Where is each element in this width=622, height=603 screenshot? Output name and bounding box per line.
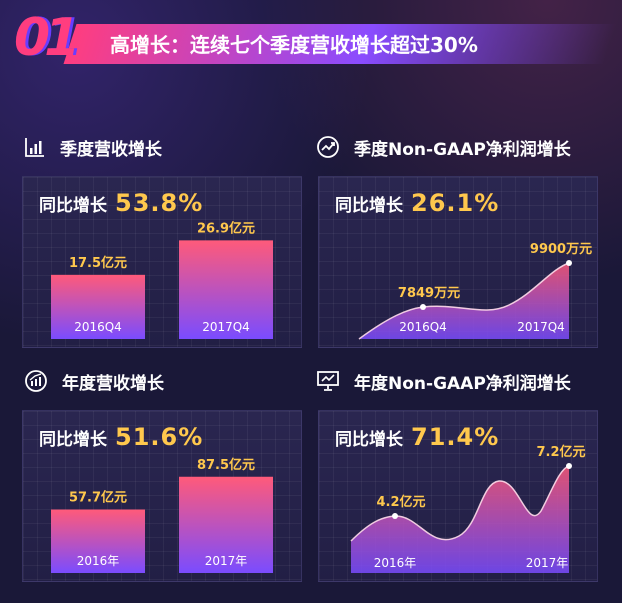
growth-label: 同比增长 <box>39 430 107 450</box>
area-series <box>351 466 569 573</box>
section-heading-quarterly-revenue: 季度营收增长 <box>24 132 162 162</box>
series-line <box>358 262 570 340</box>
growth-rate: 同比增长 71.4% <box>335 423 499 451</box>
growth-rate: 同比增长 51.6% <box>39 423 203 451</box>
banner-title: 高增长：连续七个季度营收增长超过30% <box>110 33 478 57</box>
growth-value: 26.1% <box>411 189 500 217</box>
category-label: 2017年 <box>526 556 569 570</box>
bar <box>179 240 273 339</box>
category-label: 2016年 <box>77 554 120 568</box>
data-point <box>420 304 426 310</box>
growth-value: 53.8% <box>115 189 204 217</box>
section-heading-quarterly-profit: 季度Non-GAAP净利润增长 <box>316 132 571 162</box>
growth-rate: 同比增长 53.8% <box>39 189 203 217</box>
bar-chart: 17.5亿元 2016Q4 26.9亿元 2017Q4 <box>51 220 273 339</box>
bar <box>179 476 273 573</box>
growth-label: 同比增长 <box>39 196 107 216</box>
trend-line-icon <box>317 136 339 158</box>
chart-panel-quarterly-profit: 同比增长 26.1% 7849万元 9900万元 2016Q4 2017Q4 <box>318 176 598 348</box>
chart-panel-quarterly-revenue: 同比增长 53.8% 17.5亿元 2016Q4 26.9亿元 2017Q4 <box>22 176 302 348</box>
category-label: 2016Q4 <box>74 320 122 334</box>
data-label: 7.2亿元 <box>536 444 585 460</box>
section-title: 年度营收增长 <box>62 373 164 394</box>
data-label: 26.9亿元 <box>197 220 255 236</box>
category-label: 2017年 <box>205 554 248 568</box>
data-point <box>392 513 398 519</box>
data-label: 17.5亿元 <box>69 255 127 271</box>
section-title: 年度Non-GAAP净利润增长 <box>354 373 571 394</box>
data-label: 87.5亿元 <box>197 457 255 473</box>
data-label: 57.7亿元 <box>69 490 127 506</box>
category-label: 2016年 <box>374 556 417 570</box>
header-banner: 01 高增长：连续七个季度营收增长超过30% <box>0 10 622 80</box>
section-heading-annual-revenue: 年度营收增长 <box>24 366 164 396</box>
bar-chart: 57.7亿元 2016年 87.5亿元 2017年 <box>51 457 273 573</box>
growth-label: 同比增长 <box>335 430 403 450</box>
data-point <box>566 260 572 266</box>
growth-chart-icon <box>25 370 47 392</box>
bar <box>51 274 145 339</box>
growth-rate: 同比增长 26.1% <box>335 189 499 217</box>
category-label: 2016Q4 <box>399 320 447 334</box>
area-series <box>359 263 569 339</box>
data-label: 9900万元 <box>530 242 592 257</box>
data-label: 7849万元 <box>398 286 460 301</box>
section-heading-annual-profit: 年度Non-GAAP净利润增长 <box>316 366 571 396</box>
area-chart: 4.2亿元 7.2亿元 2016年 2017年 <box>350 444 586 573</box>
category-label: 2017Q4 <box>517 320 565 334</box>
growth-value: 71.4% <box>411 423 500 451</box>
section-number-badge: 01 <box>14 8 80 68</box>
bar-chart-icon <box>25 138 44 157</box>
chart-panel-annual-revenue: 同比增长 51.6% 57.7亿元 2016年 87.5亿元 2017年 <box>22 410 302 582</box>
data-point <box>566 463 572 469</box>
growth-label: 同比增长 <box>335 196 403 216</box>
chart-panel-annual-profit: 同比增长 71.4% 4.2亿元 7.2亿元 2016年 2017年 <box>318 410 598 582</box>
category-label: 2017Q4 <box>202 320 250 334</box>
data-label: 4.2亿元 <box>376 494 425 510</box>
presentation-chart-icon <box>317 371 339 391</box>
section-title: 季度营收增长 <box>60 139 162 160</box>
bar <box>51 509 145 573</box>
area-chart: 7849万元 9900万元 2016Q4 2017Q4 <box>358 242 592 340</box>
section-title: 季度Non-GAAP净利润增长 <box>354 139 571 160</box>
growth-value: 51.6% <box>115 423 204 451</box>
